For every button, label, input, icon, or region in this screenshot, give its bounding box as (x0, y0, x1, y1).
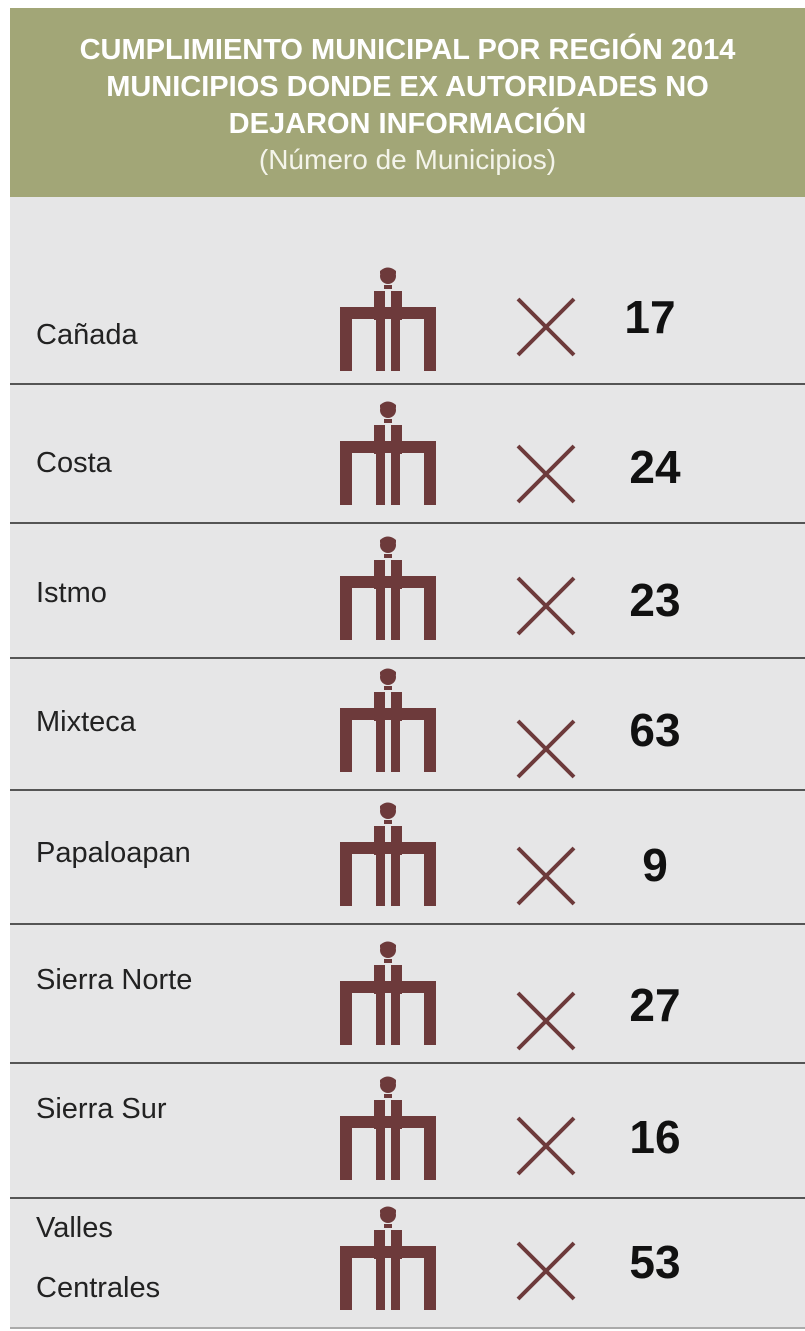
official-icon (340, 666, 436, 772)
row-separator (10, 1062, 805, 1064)
region-label: Sierra Norte (36, 964, 193, 996)
times-stroke (516, 991, 576, 1051)
times-stroke (516, 297, 576, 357)
value: 9 (642, 839, 668, 891)
icon-shape (340, 942, 436, 1046)
row-separator (10, 1197, 805, 1199)
title-line: DEJARON INFORMACIÓN (228, 108, 587, 140)
times-sign (516, 444, 576, 504)
row-separator (10, 522, 805, 524)
official-icon (340, 939, 436, 1045)
value: 23 (629, 574, 681, 626)
times-sign (516, 1241, 576, 1301)
row-separator (10, 789, 805, 791)
row-separator (10, 923, 805, 925)
official-icon (340, 1074, 436, 1180)
value: 16 (629, 1111, 681, 1163)
value: 17 (624, 291, 676, 343)
value: 27 (629, 979, 681, 1031)
times-stroke (516, 444, 576, 504)
official-icon (340, 265, 436, 371)
times-stroke (516, 1116, 576, 1176)
title: CUMPLIMIENTO MUNICIPAL POR REGIÓN 2014 MU… (10, 32, 805, 143)
icon-shape (340, 669, 436, 773)
table-body (10, 197, 805, 1328)
official-icon (340, 399, 436, 505)
times-sign (516, 991, 576, 1051)
icon-shape (340, 1077, 436, 1181)
icon-shape (340, 1207, 436, 1311)
region-label: Costa (36, 447, 112, 479)
times-stroke (516, 576, 576, 636)
times-sign (516, 719, 576, 779)
icon-shape (340, 537, 436, 641)
header: CUMPLIMIENTO MUNICIPAL POR REGIÓN 2014 MU… (10, 8, 805, 197)
region-label: Sierra Sur (36, 1093, 167, 1125)
region-label: Istmo (36, 577, 107, 609)
title-line: MUNICIPIOS DONDE EX AUTORIDADES NO (106, 71, 709, 103)
title-line: CUMPLIMIENTO MUNICIPAL POR REGIÓN 2014 (79, 34, 736, 66)
icon-shape (340, 268, 436, 372)
region-label: Cañada (36, 319, 138, 351)
times-stroke (516, 719, 576, 779)
region-label: Papaloapan (36, 837, 191, 869)
value: 53 (629, 1236, 681, 1288)
official-icon (340, 534, 436, 640)
row-separator (10, 383, 805, 385)
official-icon (340, 1204, 436, 1310)
row-separator (10, 657, 805, 659)
times-sign (516, 846, 576, 906)
value: 63 (629, 704, 681, 756)
icon-shape (340, 803, 436, 907)
times-sign (516, 576, 576, 636)
subtitle: (Número de Municipios) (258, 144, 557, 175)
region-label: Mixteca (36, 706, 136, 738)
value: 24 (629, 441, 681, 493)
times-sign (516, 1116, 576, 1176)
official-icon (340, 800, 436, 906)
icon-shape (340, 402, 436, 506)
times-stroke (516, 846, 576, 906)
region-label: Valles Centrales (36, 1212, 161, 1304)
times-stroke (516, 1241, 576, 1301)
times-sign (516, 297, 576, 357)
row-separator (10, 1327, 805, 1329)
